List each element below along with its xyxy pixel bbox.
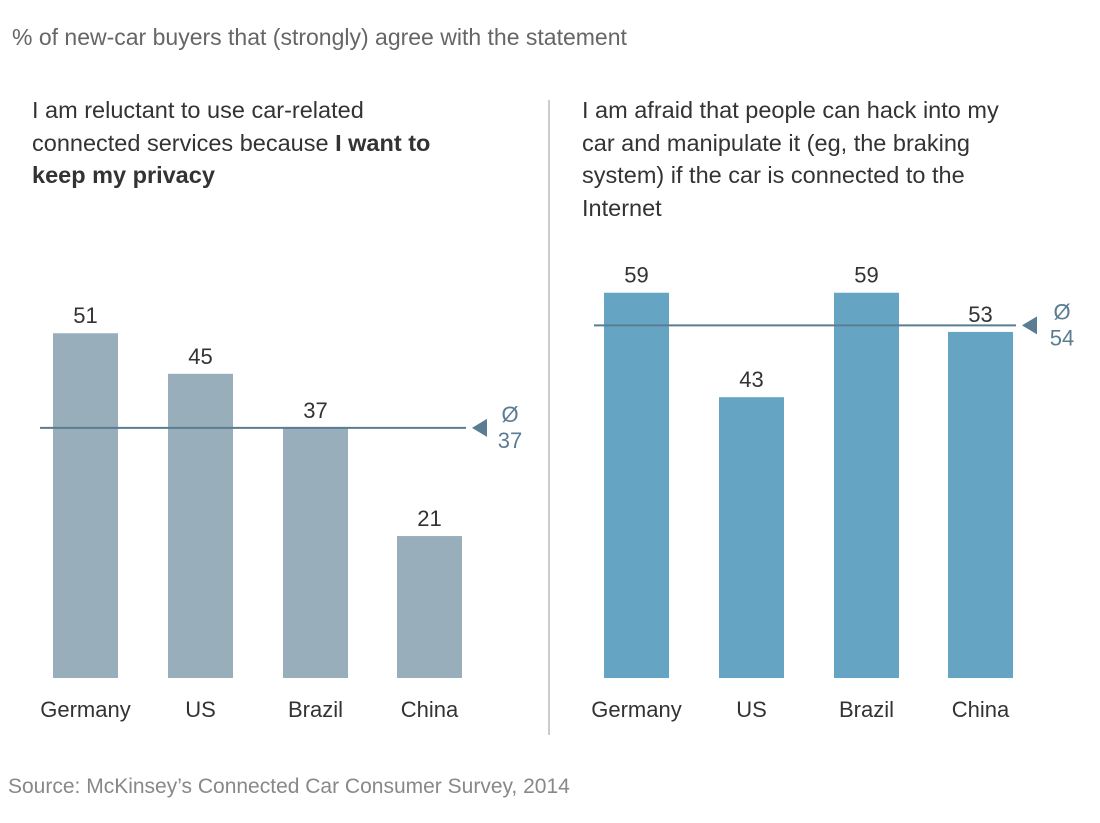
bar-brazil [283,427,348,678]
data-label: 53 [968,302,992,327]
source-note: Source: McKinsey’s Connected Car Consume… [8,775,570,798]
bar-china [948,331,1013,678]
data-label: 37 [303,398,327,423]
category-label: Brazil [839,697,894,722]
average-value: 37 [498,428,522,453]
bar-us [168,373,233,678]
category-label: China [952,697,1010,722]
bar-germany [604,292,669,678]
left-title-plain: I am reluctant to use car-related connec… [32,97,364,156]
data-label: 21 [417,506,441,531]
bar-us [719,397,784,678]
data-label: 43 [739,367,763,392]
category-label: US [185,697,216,722]
left-panel-title: I am reluctant to use car-related connec… [32,94,452,192]
average-value: 54 [1050,325,1074,350]
right-panel-title: I am afraid that people can hack into my… [582,94,1012,224]
chart-subtitle: % of new-car buyers that (strongly) agre… [12,24,627,50]
data-label: 51 [73,303,97,328]
data-label: 59 [624,263,648,288]
average-symbol: Ø [501,402,518,427]
panel-divider [548,100,550,735]
right-title-plain: I am afraid that people can hack into my… [582,97,999,221]
average-marker-icon [472,418,487,437]
category-label: Germany [591,697,681,722]
category-label: China [401,697,459,722]
data-label: 45 [188,344,212,369]
left-title-bold: I want to keep my privacy [32,129,431,189]
category-label: Brazil [288,697,343,722]
category-label: Germany [40,697,130,722]
data-label: 59 [854,263,878,288]
average-marker-icon [1022,316,1037,335]
bar-china [397,536,462,678]
bar-brazil [834,292,899,678]
category-label: US [736,697,767,722]
bar-germany [53,333,118,678]
average-symbol: Ø [1053,299,1070,324]
